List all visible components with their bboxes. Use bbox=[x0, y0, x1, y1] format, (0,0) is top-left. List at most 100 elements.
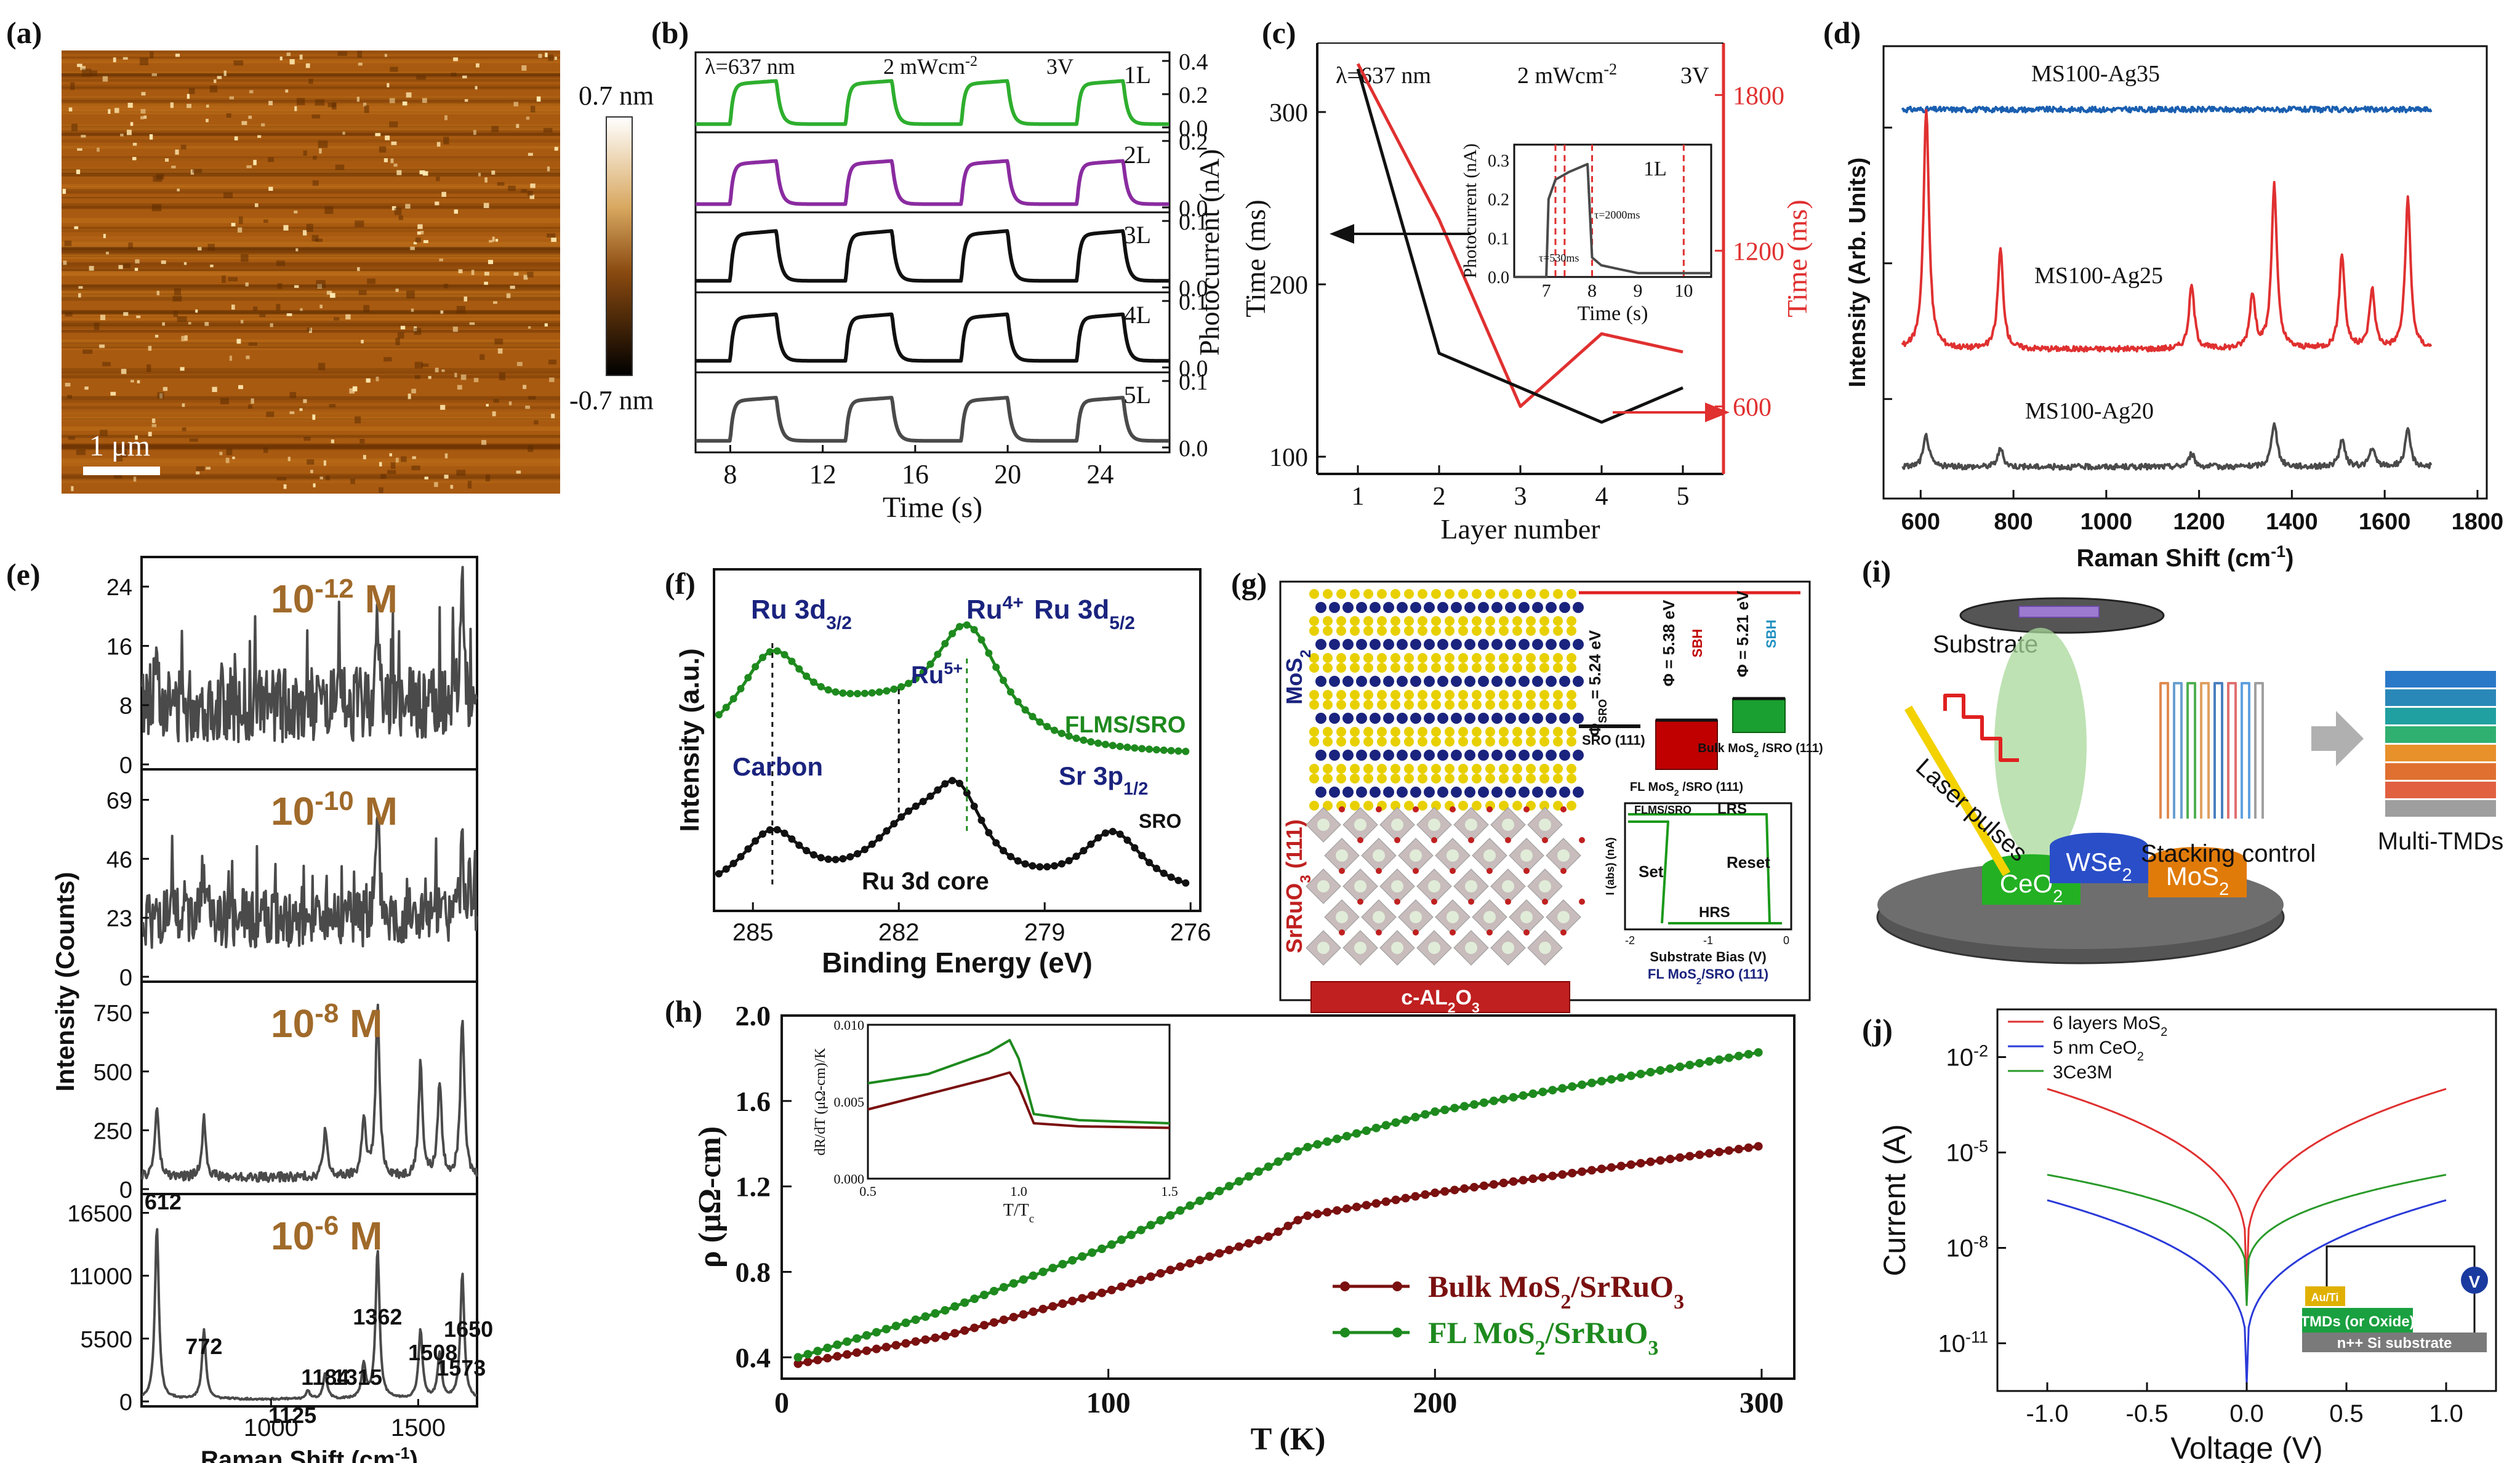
ru-atom bbox=[1539, 819, 1551, 831]
y-axis-label: Photocurrent (nA) bbox=[1194, 149, 1225, 356]
afm-grain bbox=[81, 135, 86, 138]
molybdenum-atom bbox=[1546, 713, 1557, 724]
afm-grain bbox=[285, 89, 289, 93]
arrow-head bbox=[1330, 224, 1354, 244]
data-marker bbox=[881, 1342, 891, 1352]
label-part: Time (s) bbox=[883, 491, 982, 524]
label-part: Ru bbox=[911, 662, 944, 689]
tick-label: 0.1 bbox=[1488, 230, 1509, 249]
molybdenum-atom bbox=[1410, 639, 1421, 650]
inset-frame bbox=[867, 1024, 1171, 1180]
molybdenum-atom bbox=[1383, 713, 1394, 724]
data-marker bbox=[1568, 1082, 1577, 1091]
data-marker bbox=[890, 820, 898, 828]
series-label: MS100-Ag20 bbox=[2025, 398, 2154, 424]
data-marker bbox=[1029, 1307, 1038, 1317]
data-marker bbox=[1058, 1259, 1067, 1269]
sulfur-atom bbox=[1309, 737, 1319, 747]
label-part: 0 bbox=[119, 1390, 132, 1416]
label-part: Ru 3d bbox=[751, 595, 826, 625]
label-part: MS100-Ag25 bbox=[2034, 263, 2163, 289]
afm-pit bbox=[548, 359, 556, 365]
afm-grain bbox=[538, 54, 542, 58]
o-atom bbox=[1450, 806, 1456, 812]
afm-scanline bbox=[62, 188, 560, 194]
stack-layer bbox=[2385, 763, 2496, 780]
data-marker bbox=[1616, 1073, 1626, 1082]
tick-label: 300 bbox=[1269, 99, 1308, 127]
label-part: 10 bbox=[1938, 1331, 1965, 1358]
afm-pit bbox=[324, 206, 334, 214]
molybdenum-atom bbox=[1478, 639, 1489, 650]
afm-grain bbox=[393, 163, 398, 167]
x-axis-label: Raman Shift (cm-1) bbox=[2077, 542, 2294, 572]
tick-label: 300 bbox=[1740, 1387, 1784, 1419]
afm-grain bbox=[551, 414, 555, 419]
afm-grain bbox=[136, 315, 141, 318]
afm-scanline bbox=[62, 445, 560, 450]
afm-grain bbox=[184, 335, 188, 341]
data-marker bbox=[1656, 1066, 1665, 1075]
afm-grain bbox=[137, 380, 140, 383]
afm-scanline bbox=[62, 321, 560, 324]
o-atom bbox=[1431, 899, 1437, 905]
afm-grain bbox=[383, 158, 388, 162]
sulfur-atom bbox=[1390, 626, 1400, 636]
label-part: 7 bbox=[1542, 281, 1551, 301]
afm-scanline bbox=[62, 167, 560, 170]
data-marker bbox=[1479, 1098, 1488, 1107]
afm-grain bbox=[363, 455, 366, 460]
afm-grain bbox=[245, 282, 249, 287]
afm-scanline bbox=[62, 103, 560, 108]
molybdenum-atom bbox=[1505, 713, 1516, 724]
data-marker bbox=[970, 626, 978, 634]
data-marker bbox=[872, 1344, 881, 1353]
rise-time-line bbox=[1356, 68, 1683, 424]
afm-scanline bbox=[62, 244, 560, 250]
molybdenum-atom bbox=[1437, 602, 1448, 613]
data-marker bbox=[970, 803, 978, 811]
afm-grain bbox=[294, 106, 297, 111]
afm-grain bbox=[206, 105, 209, 108]
label-part: 46 bbox=[106, 847, 132, 873]
panel-label: (f) bbox=[665, 566, 696, 601]
data-marker bbox=[1724, 1053, 1733, 1062]
afm-grain bbox=[140, 116, 144, 119]
afm-scanline bbox=[62, 375, 560, 379]
data-marker bbox=[1303, 1142, 1312, 1152]
subplot-frame bbox=[694, 371, 1171, 454]
afm-grain bbox=[495, 239, 499, 242]
afm-scanline bbox=[62, 371, 560, 375]
afm-pit bbox=[521, 189, 528, 193]
work-function-label: Φ = 5.21 eV bbox=[1733, 590, 1752, 677]
molybdenum-atom bbox=[1342, 676, 1354, 687]
header-bias: 3V bbox=[1046, 54, 1073, 79]
afm-pit bbox=[289, 391, 297, 398]
afm-pit bbox=[443, 137, 449, 145]
sulfur-atom bbox=[1458, 626, 1468, 636]
tick-label: 100 bbox=[1086, 1387, 1131, 1419]
ru-atom bbox=[1354, 942, 1366, 954]
afm-grain bbox=[84, 386, 89, 390]
data-marker bbox=[883, 827, 891, 835]
o-atom bbox=[1394, 837, 1400, 843]
arrow-head bbox=[1705, 403, 1730, 422]
tick-label: 0.1 bbox=[1179, 209, 1208, 235]
molybdenum-atom bbox=[1505, 787, 1516, 798]
sulfur-atom bbox=[1377, 774, 1387, 784]
afm-pit bbox=[173, 310, 179, 317]
iv-frame bbox=[1624, 802, 1792, 931]
afm-grain bbox=[164, 158, 169, 162]
work-function-label: ΦSRO= 5.24 eV bbox=[1586, 630, 1609, 736]
data-marker bbox=[1450, 1185, 1459, 1195]
sulfur-atom bbox=[1553, 727, 1563, 737]
label-part: 282 bbox=[878, 919, 920, 946]
tick-label: 1.0 bbox=[2429, 1400, 2463, 1427]
sulfur-atom bbox=[1499, 801, 1509, 811]
molybdenum-atom bbox=[1397, 713, 1408, 724]
sulfur-atom bbox=[1431, 700, 1441, 710]
label-part: M bbox=[339, 1001, 382, 1046]
ru-atom bbox=[1483, 911, 1496, 923]
molybdenum-atom bbox=[1491, 787, 1503, 798]
sulfur-atom bbox=[1512, 727, 1522, 737]
